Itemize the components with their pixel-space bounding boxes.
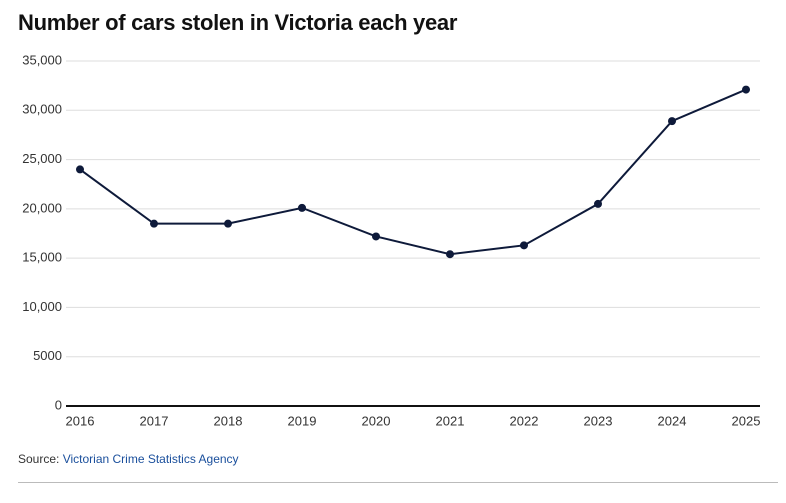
y-tick-label: 5000 <box>33 348 62 363</box>
x-tick-label: 2016 <box>66 413 95 428</box>
divider <box>18 482 778 483</box>
x-tick-label: 2021 <box>436 413 465 428</box>
x-tick-label: 2023 <box>584 413 613 428</box>
y-tick-label: 25,000 <box>22 151 62 166</box>
point <box>742 85 750 94</box>
x-tick-label: 2018 <box>214 413 243 428</box>
chart-title: Number of cars stolen in Victoria each y… <box>18 10 458 35</box>
y-tick-label: 10,000 <box>22 299 62 314</box>
y-tick-label: 35,000 <box>22 52 62 67</box>
point <box>372 232 380 241</box>
x-tick-label: 2020 <box>362 413 391 428</box>
chart: 0 5000 10,000 15,000 20,000 25,000 30,000 35,00… <box>22 52 761 428</box>
source: Source: Victorian Crime Statistics Agenc… <box>18 452 239 466</box>
x-tick-label: 2024 <box>658 413 687 428</box>
y-tick-label: 20,000 <box>22 200 62 215</box>
line <box>79 88 747 256</box>
point <box>520 241 528 250</box>
x-tick-label: 2025 <box>732 413 761 428</box>
x-tick-label: 2019 <box>288 413 317 428</box>
y-tick-label: 15,000 <box>22 250 62 265</box>
y-tick-label: 0 <box>55 397 62 412</box>
source-label: Source: <box>18 452 60 466</box>
point <box>76 165 84 174</box>
source-link[interactable]: Victorian Crime Statistics Agency <box>62 452 239 466</box>
y-tick-label: 30,000 <box>22 102 62 117</box>
x-tick-label: 2017 <box>140 413 169 428</box>
point <box>150 219 158 228</box>
point <box>224 219 232 228</box>
x-tick-label: 2022 <box>510 413 539 428</box>
point <box>594 199 602 208</box>
point <box>446 250 454 259</box>
point <box>668 117 676 126</box>
point <box>298 203 306 212</box>
